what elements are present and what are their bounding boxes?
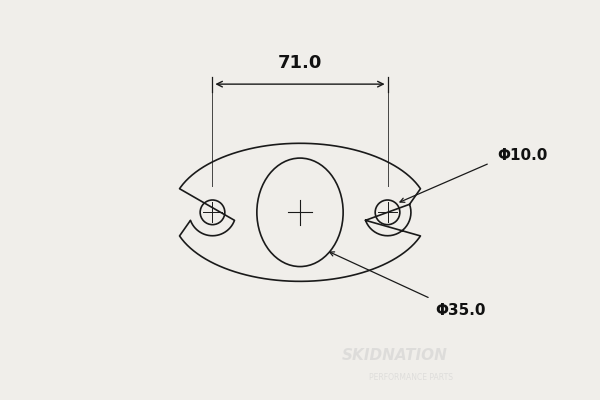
Text: PERFORMANCE PARTS: PERFORMANCE PARTS — [369, 373, 453, 382]
Text: 71.0: 71.0 — [278, 54, 322, 72]
Text: Φ10.0: Φ10.0 — [497, 148, 548, 163]
Text: SKIDNATION: SKIDNATION — [342, 348, 448, 363]
Text: Φ35.0: Φ35.0 — [436, 304, 486, 318]
